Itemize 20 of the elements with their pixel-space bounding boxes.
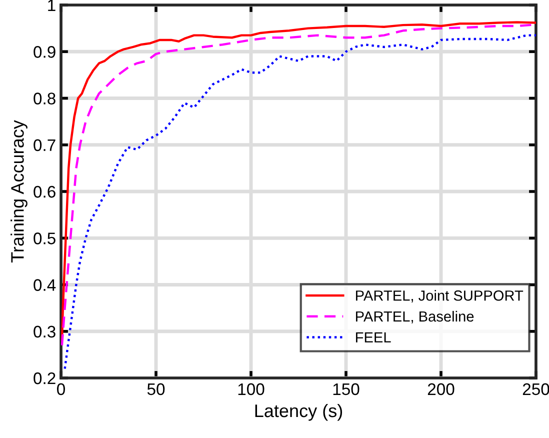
- legend-label: FEEL: [356, 332, 391, 342]
- x-tick-label: 0: [57, 383, 65, 396]
- y-tick-label: 0.5: [34, 232, 56, 244]
- y-tick-label: 0.9: [34, 46, 56, 58]
- x-tick-label: 150: [333, 383, 360, 396]
- legend-label: PARTEL, Joint SUPPORT: [356, 290, 524, 302]
- y-tick-label: 0.2: [34, 372, 56, 384]
- y-tick-label: 0.6: [34, 186, 56, 198]
- x-axis-title: Latency (s): [255, 404, 342, 421]
- y-tick-label: 0.4: [34, 279, 56, 291]
- y-tick-label: 1: [48, 0, 56, 12]
- x-tick-label: 200: [428, 383, 454, 396]
- x-tick-label: 50: [147, 383, 165, 396]
- y-tick-label: 0.7: [34, 139, 56, 152]
- legend-label: PARTEL, Baseline: [356, 310, 474, 324]
- x-tick-label: 100: [238, 383, 264, 396]
- y-axis-title: Training Accuracy: [10, 120, 28, 263]
- y-tick-label: 0.8: [34, 92, 56, 104]
- x-tick-label: 250: [522, 383, 549, 396]
- y-tick-label: 0.3: [34, 326, 56, 338]
